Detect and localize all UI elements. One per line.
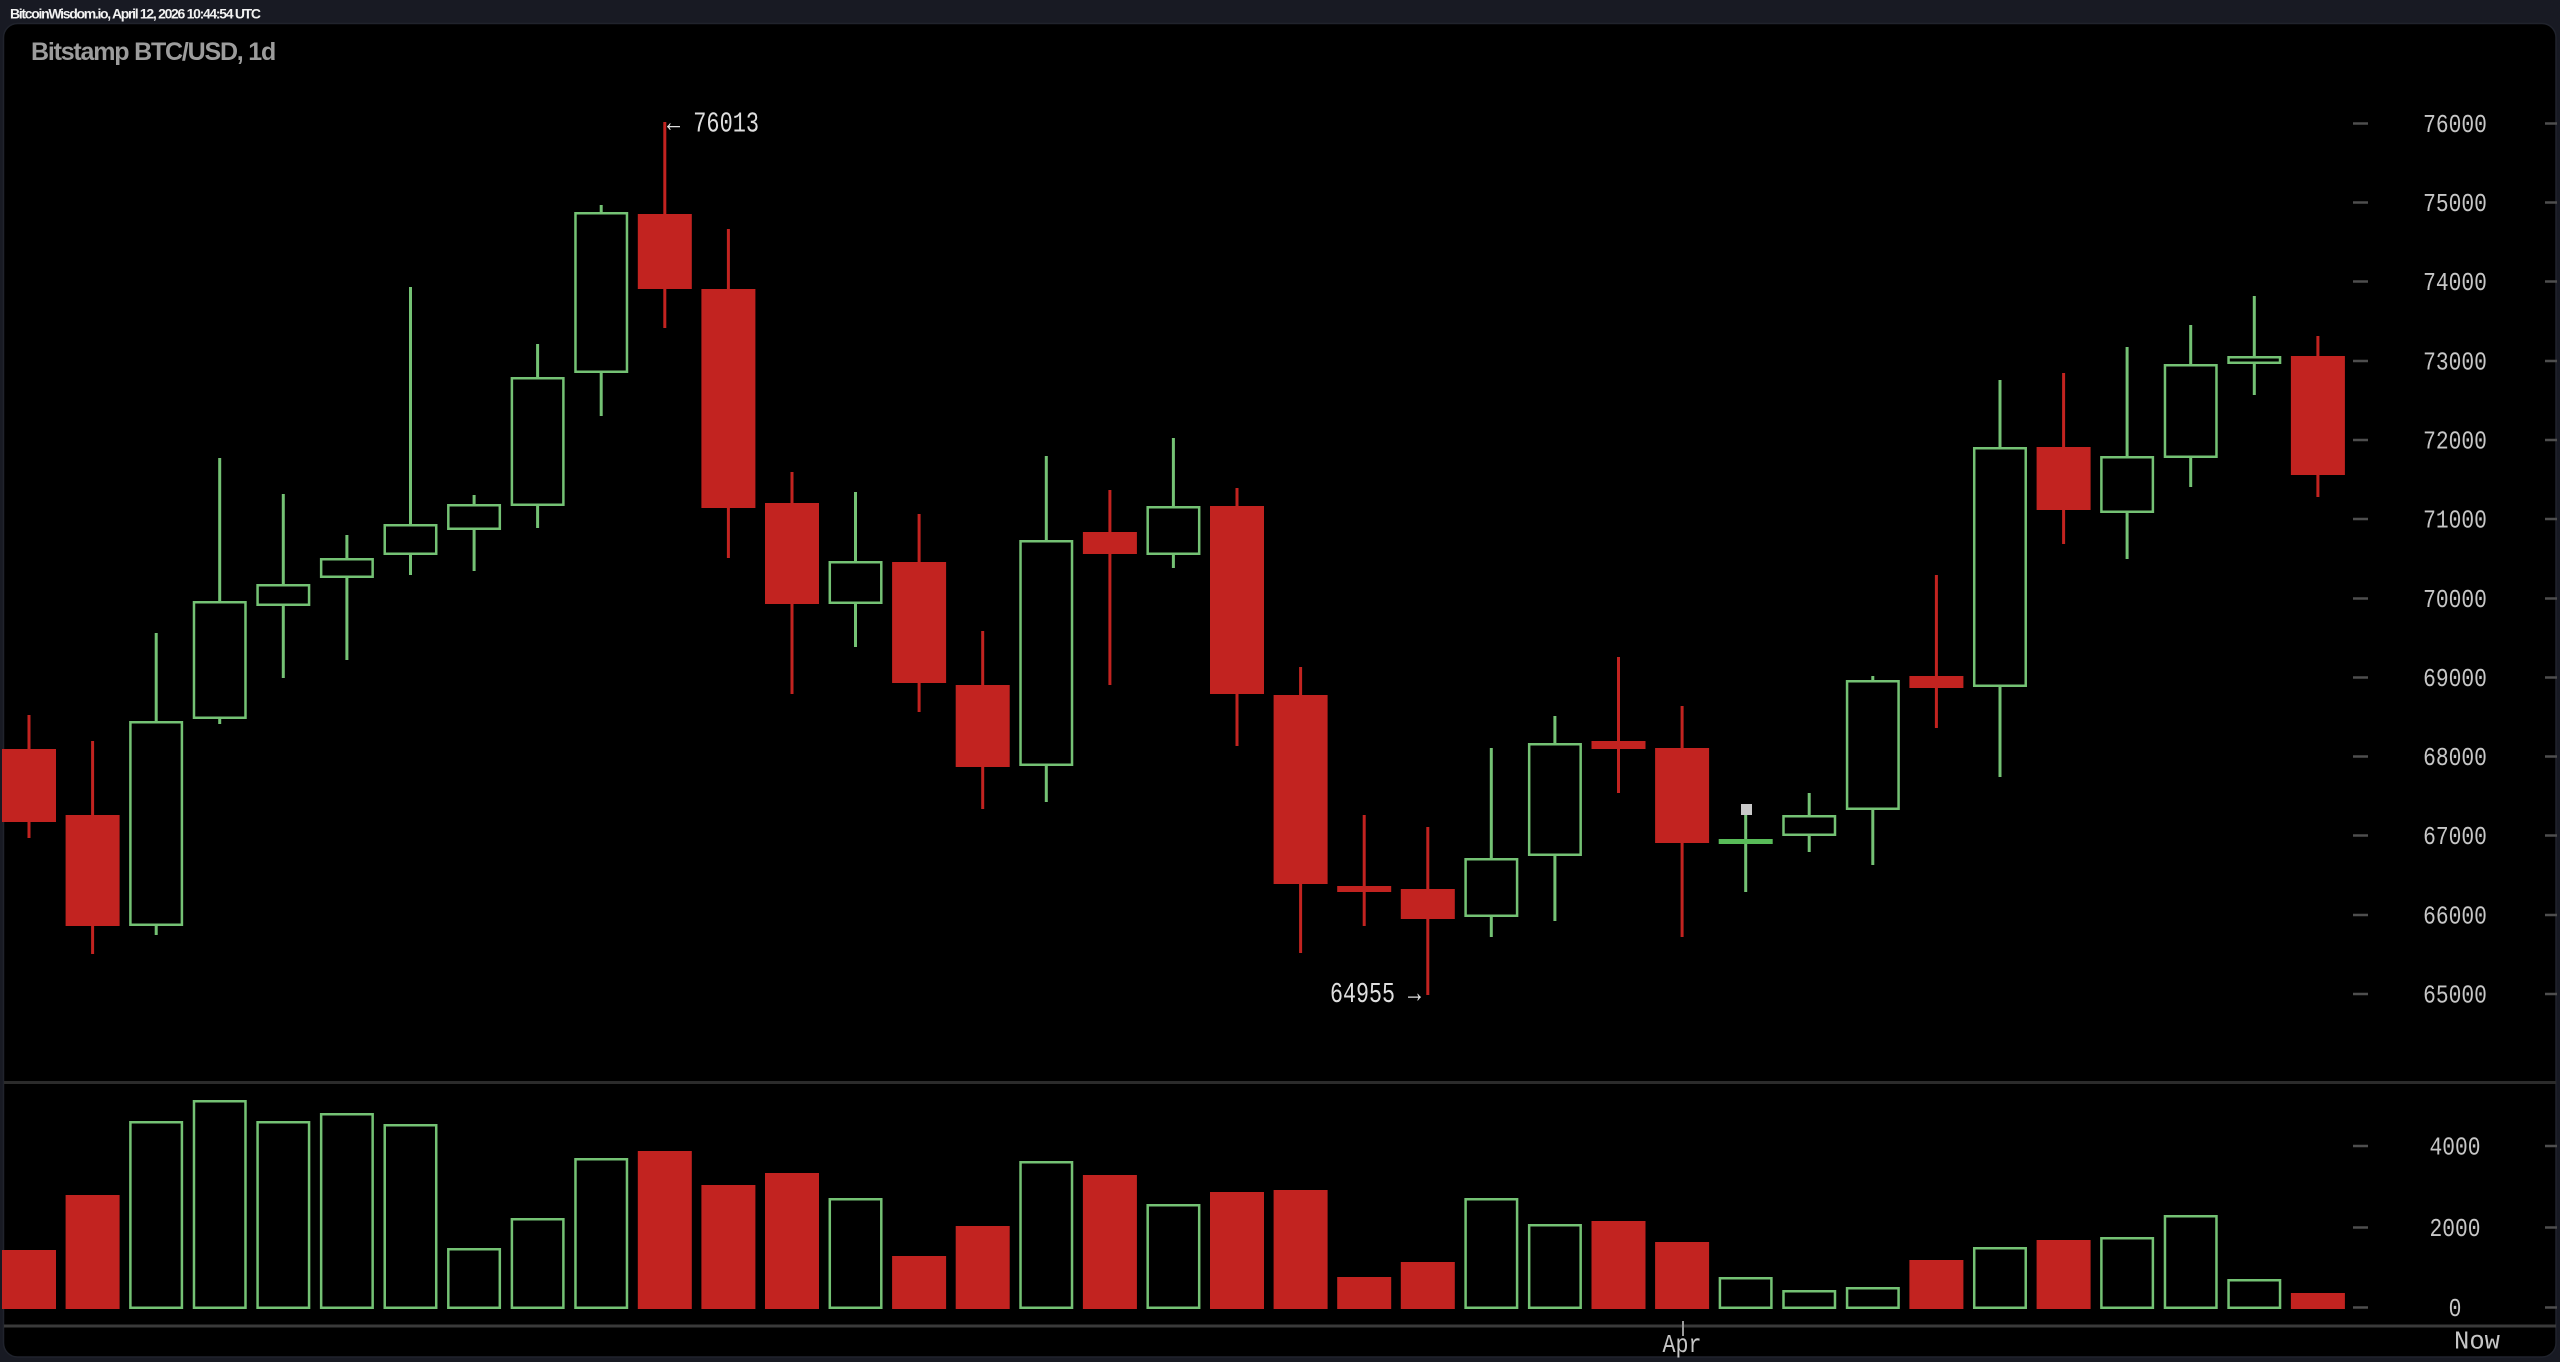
svg-text:Apr: Apr bbox=[1663, 1330, 1702, 1360]
svg-text:72000: 72000 bbox=[2423, 427, 2487, 457]
svg-text:70000: 70000 bbox=[2423, 585, 2487, 615]
svg-text:4000: 4000 bbox=[2430, 1133, 2481, 1163]
svg-text:64955 →: 64955 → bbox=[1330, 978, 1421, 1011]
svg-text:67000: 67000 bbox=[2423, 822, 2487, 852]
svg-text:Bitstamp BTC/USD, 1d: Bitstamp BTC/USD, 1d bbox=[31, 38, 275, 66]
svg-text:Now: Now bbox=[2454, 1327, 2500, 1357]
svg-text:76000: 76000 bbox=[2423, 110, 2487, 140]
svg-text:← 76013: ← 76013 bbox=[667, 108, 759, 141]
svg-text:0: 0 bbox=[2449, 1294, 2462, 1324]
svg-text:66000: 66000 bbox=[2423, 902, 2487, 932]
svg-text:2000: 2000 bbox=[2430, 1214, 2481, 1244]
svg-text:65000: 65000 bbox=[2423, 981, 2487, 1011]
svg-text:68000: 68000 bbox=[2423, 743, 2487, 773]
svg-text:73000: 73000 bbox=[2423, 348, 2487, 378]
svg-text:BitcoinWisdom.io, April 12, 20: BitcoinWisdom.io, April 12, 2026 10:44:5… bbox=[10, 6, 261, 22]
svg-text:69000: 69000 bbox=[2423, 664, 2487, 694]
svg-text:71000: 71000 bbox=[2423, 506, 2487, 536]
svg-text:75000: 75000 bbox=[2423, 189, 2487, 219]
svg-text:74000: 74000 bbox=[2423, 268, 2487, 298]
